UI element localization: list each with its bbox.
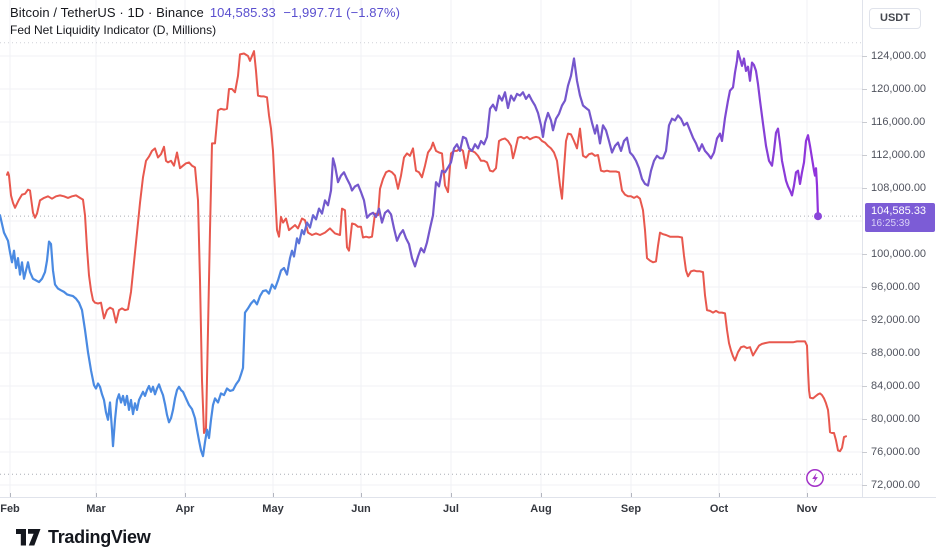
- month-label-oct: Oct: [709, 503, 729, 515]
- month-label-nov: Nov: [796, 503, 818, 515]
- price-tick-dash: [862, 419, 867, 420]
- price-tick-label: 112,000.00: [871, 149, 926, 161]
- price-tick-dash: [862, 386, 867, 387]
- month-label-feb: Feb: [0, 503, 20, 515]
- last-price-value: 104,585.33: [871, 205, 927, 217]
- month-label-aug: Aug: [530, 503, 552, 515]
- currency-usdt-chip[interactable]: USDT: [869, 8, 921, 29]
- legend-last-price: 104,585.33: [209, 5, 276, 20]
- tradingview-logo-text: TradingView: [48, 527, 151, 547]
- last-price-marker: [814, 212, 822, 221]
- month-tick: [541, 493, 542, 497]
- price-tick-label: 80,000.00: [871, 413, 920, 425]
- symbol-title[interactable]: Bitcoin / TetherUS · 1D · Binance: [10, 5, 204, 20]
- month-tick: [96, 493, 97, 497]
- price-tick-dash: [862, 287, 867, 288]
- legend-indicator-row[interactable]: Fed Net Liquidity Indicator (D, Millions…: [10, 23, 217, 37]
- chart-canvas[interactable]: [0, 0, 862, 497]
- legend: Bitcoin / TetherUS · 1D · Binance 104,585…: [10, 5, 400, 37]
- month-label-jul: Jul: [443, 503, 459, 515]
- price-tick-dash: [862, 89, 867, 90]
- price-tick-label: 92,000.00: [871, 314, 920, 326]
- gridlines: [0, 0, 862, 497]
- price-tick-dash: [862, 320, 867, 321]
- month-label-may: May: [262, 503, 284, 515]
- chart-plot-area[interactable]: Bitcoin / TetherUS · 1D · Binance 104,585…: [0, 0, 862, 497]
- month-label-sep: Sep: [620, 503, 642, 515]
- month-tick: [631, 493, 632, 497]
- price-tick-label: 124,000.00: [871, 50, 927, 62]
- month-tick: [361, 493, 362, 497]
- tradingview-logo-icon: [16, 529, 41, 546]
- price-tick-dash: [862, 56, 867, 57]
- legend-symbol-row[interactable]: Bitcoin / TetherUS · 1D · Binance 104,585…: [10, 5, 400, 20]
- month-label-apr: Apr: [175, 503, 195, 515]
- price-tick-dash: [862, 155, 867, 156]
- price-tick-dash: [862, 452, 867, 453]
- price-tick-label: 96,000.00: [871, 281, 920, 293]
- price-tick-dash: [862, 485, 867, 486]
- price-tick-label: 108,000.00: [871, 182, 927, 194]
- tradingview-logo[interactable]: TradingView: [16, 527, 151, 548]
- price-tick-dash: [862, 122, 867, 123]
- month-tick: [719, 493, 720, 497]
- month-label-jun: Jun: [351, 503, 371, 515]
- footer: TradingView: [0, 519, 936, 560]
- month-tick: [807, 493, 808, 497]
- time-axis-pane[interactable]: Feb Mar Apr May Jun Jul Aug Sep Oct Nov: [0, 493, 936, 519]
- price-tick-label: 116,000.00: [871, 116, 926, 128]
- month-tick: [451, 493, 452, 497]
- lightning-event-icon[interactable]: [804, 467, 826, 489]
- month-tick: [185, 493, 186, 497]
- price-tick-label: 84,000.00: [871, 380, 920, 392]
- price-tick-label: 100,000.00: [871, 248, 927, 260]
- price-tick-label: 88,000.00: [871, 347, 920, 359]
- price-tick-label: 120,000.00: [871, 83, 927, 95]
- fed-net-liquidity-line[interactable]: [6, 50, 847, 453]
- btc-price-line[interactable]: [0, 49, 820, 458]
- legend-change: −1,997.71 (−1.87%): [283, 5, 401, 20]
- price-tick-dash: [862, 254, 867, 255]
- month-label-mar: Mar: [86, 503, 106, 515]
- price-tick-label: 76,000.00: [871, 446, 920, 458]
- price-tick-label: 72,000.00: [871, 479, 920, 491]
- last-price-countdown: 16:25:39: [871, 218, 910, 229]
- price-tick-dash: [862, 353, 867, 354]
- last-price-badge: 104,585.33 16:25:39: [865, 203, 935, 232]
- month-tick: [10, 493, 11, 497]
- month-tick: [273, 493, 274, 497]
- price-tick-dash: [862, 188, 867, 189]
- price-axis-pane[interactable]: USDT 104,585.33 16:25:39 124,000.00 120,0…: [862, 0, 936, 497]
